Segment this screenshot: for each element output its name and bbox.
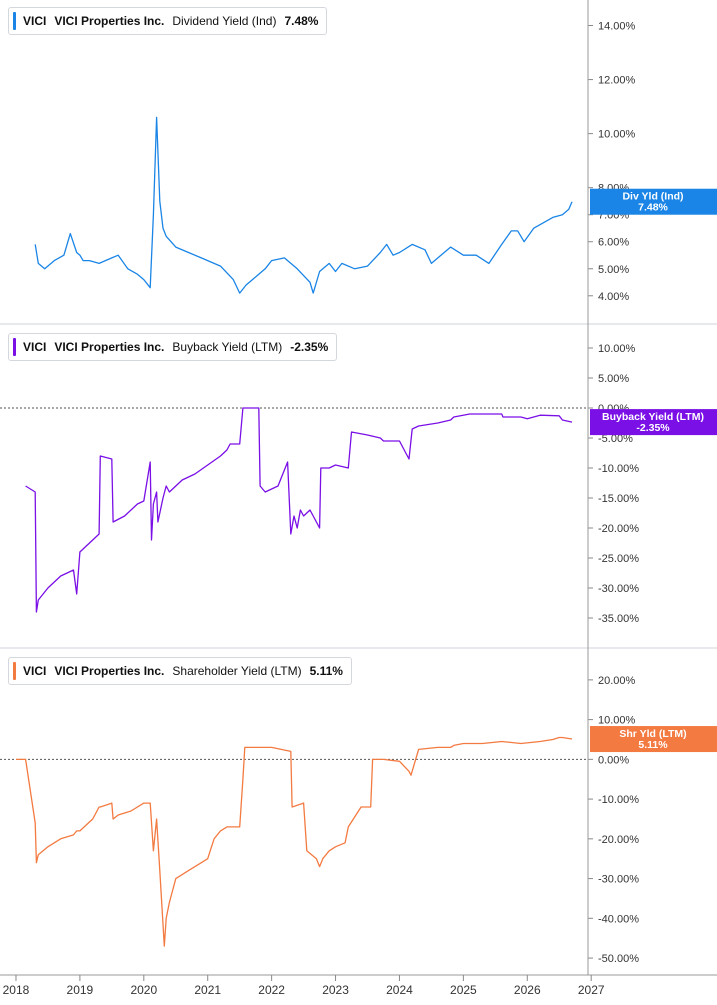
legend-metric: Buyback Yield (LTM)	[172, 340, 283, 354]
y-tick-label: 6.00%	[598, 237, 629, 249]
badge-label: Div Yld (Ind)	[622, 191, 683, 203]
y-tick-label: 5.00%	[598, 264, 629, 276]
legend-ticker: VICI	[23, 664, 47, 678]
legend-value: -2.35%	[290, 340, 329, 354]
y-tick-label: -35.00%	[598, 613, 639, 625]
badge-label: Shr Yld (LTM)	[619, 728, 686, 740]
y-tick-label: 12.00%	[598, 75, 636, 87]
x-tick-label: 2025	[450, 983, 477, 997]
y-tick-label: 5.00%	[598, 373, 629, 385]
y-tick-label: -30.00%	[598, 583, 639, 595]
legend-swatch	[13, 338, 16, 356]
y-tick-label: -15.00%	[598, 493, 639, 505]
value-badge	[590, 188, 717, 215]
y-tick-label: 4.00%	[598, 291, 629, 303]
x-tick-label: 2018	[3, 983, 30, 997]
y-tick-label: -20.00%	[598, 834, 639, 846]
x-tick-label: 2021	[194, 983, 221, 997]
x-tick-label: 2027	[578, 983, 605, 997]
y-tick-label: 0.00%	[598, 754, 629, 766]
y-tick-label: 10.00%	[598, 343, 636, 355]
x-tick-label: 2019	[67, 983, 94, 997]
y-tick-label: 20.00%	[598, 675, 636, 687]
legend-ticker: VICI	[23, 14, 47, 28]
y-tick-label: -50.00%	[598, 953, 639, 965]
x-tick-label: 2023	[322, 983, 349, 997]
y-tick-label: -30.00%	[598, 874, 639, 886]
y-tick-label: 10.00%	[598, 129, 636, 141]
legend-metric: Dividend Yield (Ind)	[172, 14, 277, 28]
legend-ticker: VICI	[23, 340, 47, 354]
y-tick-label: -25.00%	[598, 553, 639, 565]
legend-swatch	[13, 662, 16, 680]
legend-company: VICI Properties Inc.	[54, 14, 165, 28]
legend-swatch	[13, 12, 16, 30]
series-line	[34, 116, 573, 294]
value-badge	[590, 726, 717, 753]
badge-value: 5.11%	[638, 739, 668, 751]
legend-dividend-yield: VICI VICI Properties Inc. Dividend Yield…	[8, 7, 328, 35]
series-line	[16, 736, 573, 947]
y-tick-label: -20.00%	[598, 523, 639, 535]
legend-metric: Shareholder Yield (LTM)	[172, 664, 302, 678]
y-tick-label: 14.00%	[598, 21, 636, 33]
x-tick-label: 2020	[130, 983, 157, 997]
x-tick-label: 2026	[514, 983, 541, 997]
legend-value: 7.48%	[284, 14, 319, 28]
y-tick-label: -40.00%	[598, 913, 639, 925]
y-tick-label: -10.00%	[598, 463, 639, 475]
legend-buyback-yield: VICI VICI Properties Inc. Buyback Yield …	[8, 333, 338, 361]
value-badge	[590, 409, 717, 436]
badge-value: 7.48%	[638, 202, 668, 214]
x-tick-label: 2022	[258, 983, 285, 997]
legend-company: VICI Properties Inc.	[54, 340, 165, 354]
x-tick-label: 2024	[386, 983, 413, 997]
legend-shareholder-yield: VICI VICI Properties Inc. Shareholder Yi…	[8, 657, 352, 685]
legend-value: 5.11%	[309, 664, 343, 678]
y-tick-label: -5.00%	[598, 433, 633, 445]
badge-value: -2.35%	[636, 422, 670, 434]
y-tick-label: -10.00%	[598, 794, 639, 806]
series-line	[25, 407, 573, 613]
badge-label: Buyback Yield (LTM)	[602, 411, 704, 423]
y-tick-label: 10.00%	[598, 715, 636, 727]
legend-company: VICI Properties Inc.	[54, 664, 165, 678]
